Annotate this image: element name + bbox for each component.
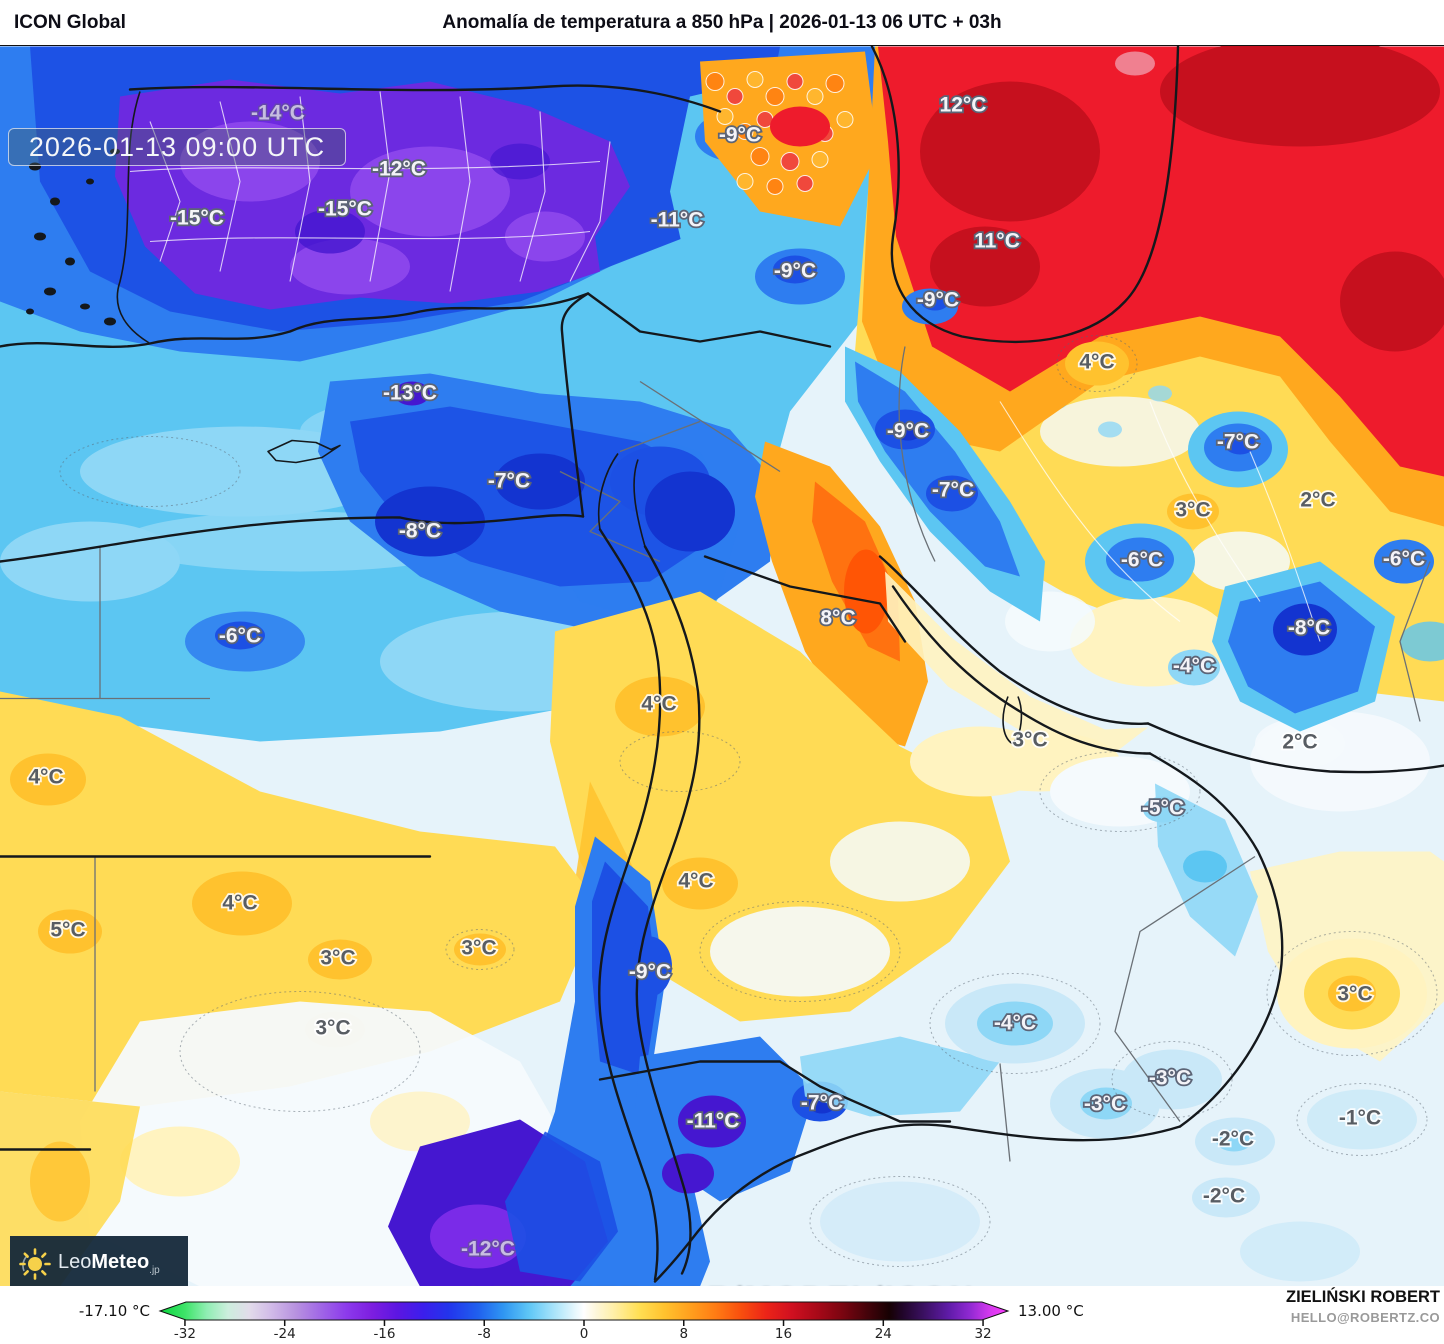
temp-label: -7°C [1217,431,1259,454]
temp-label: -8°C [1288,617,1330,640]
temp-label: -12°C [461,1238,515,1261]
temp-label: -9°C [774,260,816,283]
admin-borders-white [129,91,1321,642]
logo-text: LeoMeteo.jp [58,1251,160,1276]
temp-label: 12°C [940,94,987,117]
model-name: ICON Global [14,12,126,33]
colorbar-tick-label: 24 [875,1326,892,1339]
weather-map-canvas: -14°C -12°C -15°C -15°C -11°C -9°C 12°C 11°C -9°… [0,45,1444,1319]
temp-label: -6°C [219,625,261,648]
temp-label: -11°C [687,1110,740,1133]
temp-label: 3°C [315,1017,350,1040]
colorbar-tick-label: -8 [478,1326,491,1339]
temp-label: 3°C [461,937,496,960]
temp-label: -9°C [917,289,959,312]
temp-label: -2°C [1203,1185,1245,1208]
temp-label: -8°C [399,520,441,543]
temp-label: -5°C [1142,797,1184,820]
attribution: ZIELIŃSKI ROBERT HELLO@ROBERTZ.CO [1286,1288,1440,1325]
temp-label: -1°C [1339,1107,1381,1130]
colorbar-tick-label: -24 [274,1326,296,1339]
temp-label: -15°C [170,207,224,230]
temp-label: -12°C [372,158,426,181]
colorbar-tick-label: 8 [679,1326,688,1339]
temperature-labels: -14°C-12°C-15°C-15°C -11°C-9°C12°C11°C-9°… [27,92,1427,1262]
colorbar-tick-label: -16 [373,1326,395,1339]
temp-label: 11°C [974,230,1020,253]
colorbar-tick-label: 32 [974,1326,991,1339]
country-borders [0,346,1431,1162]
temp-label: -13°C [383,382,437,405]
temp-label: 3°C [1175,499,1210,522]
author-email: HELLO@ROBERTZ.CO [1290,1310,1440,1325]
coastlines [0,46,1444,1283]
temp-label: 4°C [641,693,676,716]
temp-label: -9°C [629,961,671,984]
temp-label: 2°C [1300,489,1335,512]
timestamp-overlay: 2026-01-13 09:00 UTC [8,128,346,166]
temp-label: -4°C [1173,655,1215,678]
colorbar-min-label: -17.10 °C [79,1302,150,1320]
colorbar-tick-label: 0 [580,1326,589,1339]
temp-label: 3°C [1012,729,1047,752]
temp-label: -6°C [1383,548,1425,571]
colorbar-tick-label: 16 [775,1326,792,1339]
temp-label: -7°C [932,479,974,502]
temp-label: 3°C [320,947,355,970]
footer-bar: -17.10 °C 13.00 °C -32 -24 -16 -8 0 8 16 24 32 Z… [0,1286,1444,1342]
temp-label: -2°C [1212,1128,1254,1151]
temp-label: -9°C [887,420,929,443]
header-bar: ICON Global Anomalía de temperatura a 85… [0,0,1444,45]
colorbar-tick-label: -32 [174,1326,196,1339]
temp-label: 3°C [1337,983,1372,1006]
temp-label: 8°C [820,607,855,630]
colorbar-gradient-bar [158,1301,1010,1321]
temp-label: -7°C [801,1092,843,1115]
temp-label: -15°C [318,198,372,221]
temp-label: -3°C [1084,1093,1126,1116]
temp-label: -6°C [1121,549,1163,572]
colorbar-ticks: -32 -24 -16 -8 0 8 16 24 32 [174,1320,992,1342]
temp-label: 4°C [678,870,713,893]
temp-label: -14°C [251,102,305,125]
anomaly-field-svg: -14°C-12°C-15°C-15°C -11°C-9°C12°C11°C-9°… [0,46,1444,1287]
temp-label: 4°C [222,892,257,915]
temp-label: -9°C [719,124,761,147]
colorbar-max-label: 13.00 °C [1018,1302,1084,1320]
page-title: Anomalía de temperatura a 850 hPa | 2026… [442,12,1002,33]
temp-label: -3°C [1149,1067,1191,1090]
temp-label: 4°C [1079,351,1114,374]
author-name: ZIELIŃSKI ROBERT [1285,1288,1440,1306]
temp-label: 5°C [50,919,85,942]
temp-label: -7°C [488,470,530,493]
temp-label: -11°C [651,209,704,232]
leometeo-logo: LeoMeteo.jp [10,1236,188,1291]
temp-label: -4°C [994,1012,1036,1035]
contour-lines [59,335,1438,1267]
temp-label: 2°C [1282,731,1317,754]
sun-icon [19,1247,51,1280]
colorbar: -17.10 °C 13.00 °C -32 -24 -16 -8 0 8 16 24 32 [79,1301,1084,1342]
temp-label: 4°C [28,766,63,789]
